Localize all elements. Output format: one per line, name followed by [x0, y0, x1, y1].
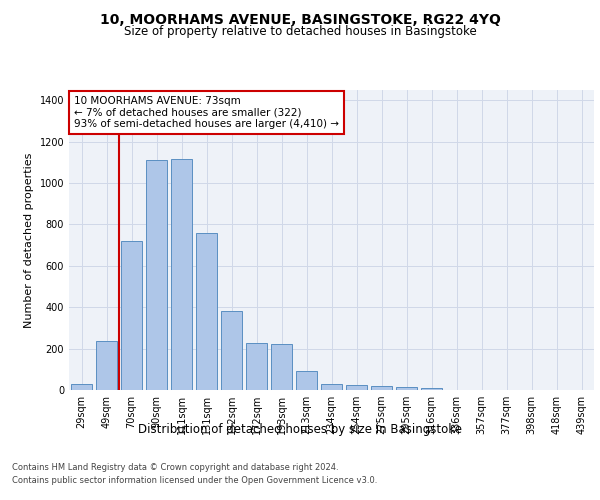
Text: 10 MOORHAMS AVENUE: 73sqm
← 7% of detached houses are smaller (322)
93% of semi-: 10 MOORHAMS AVENUE: 73sqm ← 7% of detach… — [74, 96, 339, 129]
Text: Size of property relative to detached houses in Basingstoke: Size of property relative to detached ho… — [124, 25, 476, 38]
Bar — [196, 233, 217, 390]
Bar — [121, 241, 142, 390]
Bar — [296, 372, 317, 390]
Bar — [71, 384, 92, 390]
Bar — [146, 160, 167, 390]
Bar — [396, 387, 417, 390]
Bar — [96, 342, 117, 390]
Bar — [271, 344, 292, 390]
Text: Contains public sector information licensed under the Open Government Licence v3: Contains public sector information licen… — [12, 476, 377, 485]
Text: Distribution of detached houses by size in Basingstoke: Distribution of detached houses by size … — [138, 422, 462, 436]
Bar — [421, 388, 442, 390]
Bar — [346, 385, 367, 390]
Bar — [371, 386, 392, 390]
Bar — [321, 384, 342, 390]
Bar — [171, 160, 192, 390]
Text: Contains HM Land Registry data © Crown copyright and database right 2024.: Contains HM Land Registry data © Crown c… — [12, 462, 338, 471]
Bar — [246, 344, 267, 390]
Text: 10, MOORHAMS AVENUE, BASINGSTOKE, RG22 4YQ: 10, MOORHAMS AVENUE, BASINGSTOKE, RG22 4… — [100, 12, 500, 26]
Bar — [221, 312, 242, 390]
Y-axis label: Number of detached properties: Number of detached properties — [24, 152, 34, 328]
